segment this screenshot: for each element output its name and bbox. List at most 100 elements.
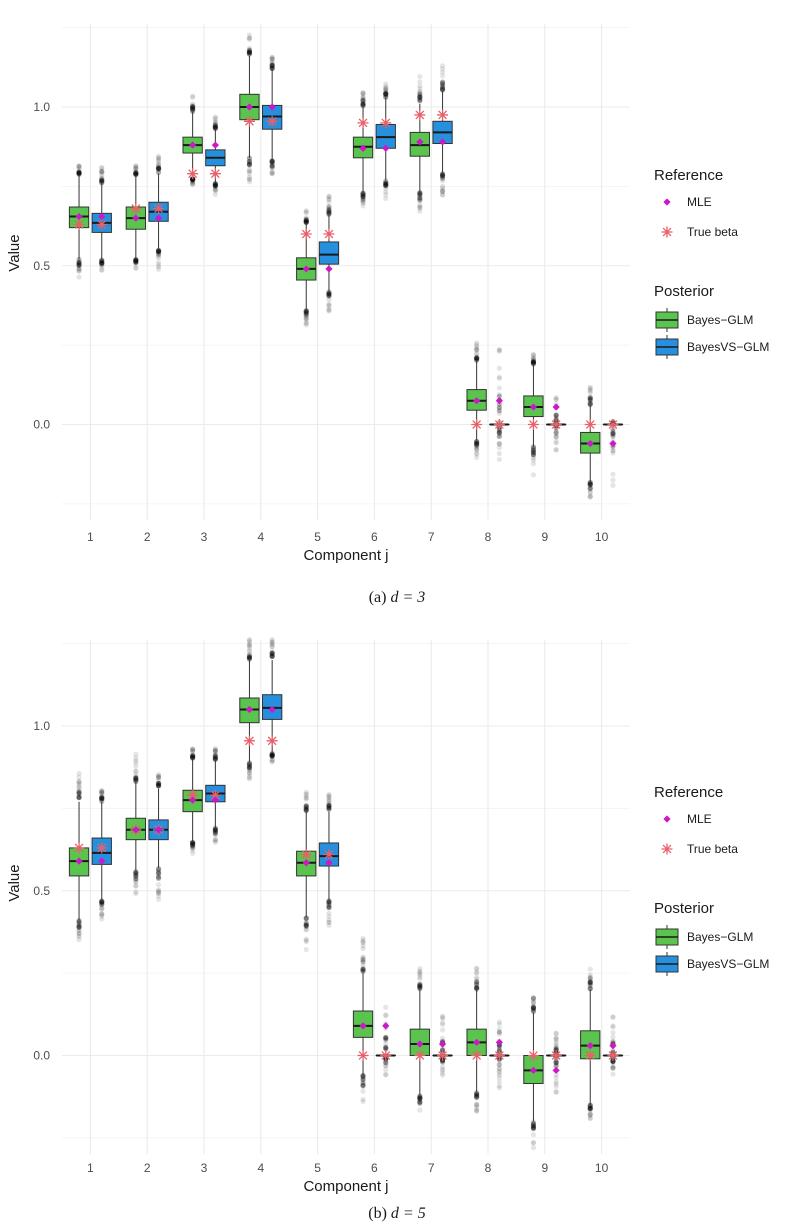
y-tick-label: 0.0: [33, 418, 50, 432]
outlier-point: [326, 208, 332, 214]
outlier-point: [190, 93, 196, 99]
outlier-point: [530, 446, 537, 452]
outlier-point: [155, 782, 162, 789]
outlier-point: [417, 97, 423, 103]
outlier-point: [155, 867, 162, 873]
outlier-point: [326, 797, 332, 804]
outlier-point: [417, 94, 423, 101]
outlier-point: [133, 777, 139, 783]
outlier-point: [269, 164, 275, 170]
outlier-point: [99, 899, 105, 905]
outlier-point: [133, 876, 139, 882]
outlier-point: [587, 975, 593, 981]
true-beta-marker: [414, 1050, 426, 1061]
outlier-point: [269, 158, 275, 164]
outlier-point: [439, 1027, 446, 1033]
true-beta-marker: [243, 735, 255, 747]
x-tick-label: 7: [428, 1161, 435, 1175]
outlier-point: [496, 1031, 502, 1037]
outlier-point: [133, 876, 139, 882]
true-beta-marker: [300, 228, 312, 240]
outlier-point: [326, 210, 332, 217]
outlier-point: [360, 102, 366, 108]
outlier-point: [439, 1014, 446, 1020]
outlier-point: [99, 796, 105, 802]
outlier-point: [133, 265, 139, 271]
outlier-point: [530, 1006, 537, 1012]
outlier-point: [360, 192, 366, 198]
mle-marker: [382, 1022, 390, 1030]
outlier-point: [439, 73, 446, 79]
outlier-point: [303, 214, 309, 221]
outlier-point: [269, 757, 275, 763]
outlier-point: [133, 169, 139, 175]
outlier-point: [99, 257, 105, 264]
outlier-point: [383, 1037, 389, 1043]
outlier-point: [474, 1093, 480, 1099]
outlier-point: [76, 259, 82, 265]
outlier-point: [474, 965, 480, 971]
outlier-point: [190, 178, 196, 185]
outlier-point: [155, 782, 162, 788]
outlier-point: [99, 788, 105, 794]
outlier-point: [99, 905, 105, 911]
outlier-point: [246, 643, 253, 649]
mle-marker: [416, 138, 424, 146]
outlier-point: [155, 166, 162, 172]
outlier-point: [269, 164, 275, 170]
true-beta-marker: [550, 419, 562, 430]
outlier-point: [76, 927, 82, 933]
outlier-point: [383, 1044, 389, 1050]
outlier-point: [246, 775, 253, 781]
outlier-point: [530, 1123, 537, 1129]
outlier-point: [360, 1082, 366, 1089]
outlier-point: [417, 1099, 423, 1105]
outlier-point: [99, 264, 105, 270]
true-beta-marker: [153, 203, 165, 215]
mle-marker: [552, 403, 560, 411]
outlier-point: [553, 438, 559, 445]
outlier-point: [360, 95, 366, 101]
outlier-point: [496, 404, 502, 410]
panel-a: 0.0 0.5 1.0 1 2 3 4 5 6 7 8 9 10 Component j Value Refe…: [6, 23, 769, 606]
outlier-point: [587, 385, 593, 391]
mle-marker: [552, 1066, 560, 1074]
outlier-point: [326, 917, 332, 923]
outlier-point: [326, 898, 332, 904]
outlier-point: [246, 161, 253, 167]
outlier-point: [474, 347, 480, 353]
outlier-point: [76, 256, 82, 263]
outlier-point: [439, 178, 446, 184]
outlier-point: [587, 482, 593, 488]
outlier-point: [246, 161, 253, 167]
outlier-point: [326, 901, 332, 907]
outlier-point: [246, 158, 253, 165]
outlier-point: [99, 259, 105, 266]
outlier-point: [326, 196, 332, 202]
outlier-point: [439, 86, 446, 92]
outlier-point: [530, 1126, 537, 1132]
outlier-point: [417, 1099, 423, 1105]
outlier-point: [530, 1124, 537, 1130]
outlier-point: [246, 642, 253, 648]
outlier-point: [269, 751, 275, 757]
outlier-point: [76, 170, 82, 176]
outlier-point: [610, 430, 616, 436]
outlier-point: [553, 430, 559, 436]
outlier-point: [360, 937, 366, 944]
outlier-point: [190, 754, 196, 760]
outlier-point: [133, 258, 139, 264]
outlier-point: [269, 752, 275, 759]
outlier-point: [417, 1093, 423, 1099]
outlier-point: [553, 1030, 559, 1036]
outlier-point: [360, 1077, 366, 1083]
outlier-point: [587, 972, 593, 978]
outlier-point: [246, 639, 253, 645]
outlier-point: [303, 795, 309, 801]
outlier-point: [212, 181, 218, 187]
outlier-point: [530, 449, 537, 455]
outlier-point: [303, 310, 309, 316]
outlier-point: [212, 182, 218, 189]
outlier-point: [190, 104, 196, 110]
legend-true-beta-key: [661, 843, 673, 855]
